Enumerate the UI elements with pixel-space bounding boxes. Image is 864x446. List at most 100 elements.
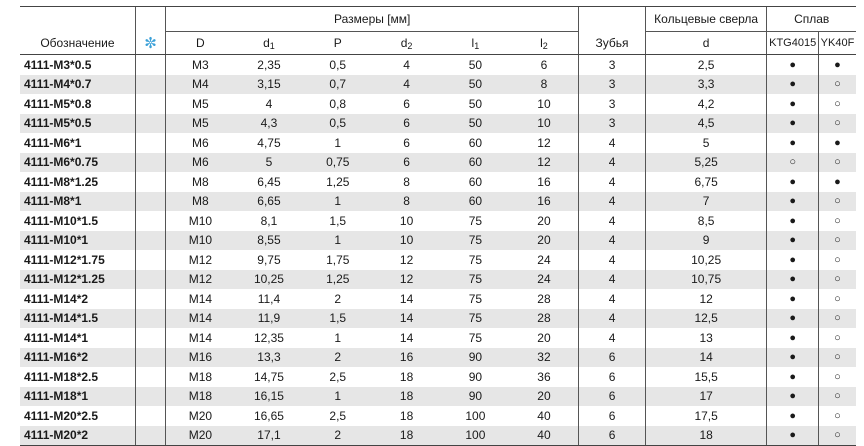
alloy-yk40f-mark: ○ xyxy=(817,289,856,309)
col-l2-cell: 28 xyxy=(537,291,551,306)
teeth-blank xyxy=(578,6,646,32)
col-D-cell: M5 xyxy=(165,113,235,133)
col-l1-cell: 75 xyxy=(468,330,483,345)
alloy-ktg4015-mark: ● xyxy=(766,289,819,309)
col-l2-cell: 10 xyxy=(537,96,551,111)
col-l2-cell: 20 xyxy=(537,330,551,345)
alloy-ktg4015-mark: ● xyxy=(766,328,819,348)
col-P-cell: 2,5 xyxy=(329,408,347,423)
col-d1-cell: 13,3 xyxy=(234,347,304,367)
col-l1-cell: 90 xyxy=(440,386,510,406)
table-row: 4111-M4*0.7 M4 3,15 0,7 4 50 8 3 3,3 ● ○ xyxy=(20,74,856,94)
alloy-ktg4015-mark: ● xyxy=(766,269,819,289)
col-D-cell: M6 xyxy=(165,152,235,172)
drill-d-cell: 10,75 xyxy=(644,269,767,289)
col-d2-cell: 18 xyxy=(399,369,414,384)
table-row: 4111-M12*1.75 M12 9,75 1,75 12 75 24 4 10,25 ● ○ xyxy=(20,250,856,270)
col-P-cell: 0,5 xyxy=(329,57,347,72)
col-D-cell: M5 xyxy=(165,94,235,114)
col-D-cell: M14 xyxy=(165,289,235,309)
star-cell xyxy=(134,406,166,426)
teeth-cell: 3 xyxy=(578,94,646,114)
col-P-cell: 1,5 xyxy=(303,308,373,328)
star-cell xyxy=(134,308,166,328)
col-l1-cell: 75 xyxy=(440,308,510,328)
table-row: 4111-M12*1.25 M12 10,25 1,25 12 75 24 4 10,75 ● ○ xyxy=(20,269,856,289)
alloy-yk40f-mark: ○ xyxy=(817,74,856,94)
col-l1-cell: 75 xyxy=(440,230,510,250)
col-P-cell: 0,75 xyxy=(303,152,373,172)
alloy-yk40f-mark: ● xyxy=(817,54,856,75)
table-row: 4111-M5*0.8 M5 4 0,8 6 50 10 3 4,2 ● ○ xyxy=(20,94,856,114)
table-row: 4111-M10*1 M10 8,55 1 10 75 20 4 9 ● ○ xyxy=(20,230,856,250)
star-cell xyxy=(134,250,166,270)
designation-cell: 4111-M8*1 xyxy=(20,191,136,211)
teeth-cell: 3 xyxy=(578,74,646,94)
designation-cell: 4111-M5*0.5 xyxy=(20,113,136,133)
drill-d-cell: 2,5 xyxy=(644,54,767,75)
designation-header: Обозначение xyxy=(20,31,136,55)
col-P-cell: 1,25 xyxy=(326,174,350,189)
col-D-cell: M3 xyxy=(165,54,235,75)
alloy-yk40f-mark: ○ xyxy=(817,367,856,387)
col-d2-cell: 18 xyxy=(399,408,414,423)
col-l1-cell: 50 xyxy=(440,74,510,94)
designation-cell: 4111-M4*0.7 xyxy=(20,74,136,94)
header-row-top: Размеры [мм] Кольцевые сверла Сплав xyxy=(20,6,856,32)
col-P-cell: 1,5 xyxy=(329,213,347,228)
col-d1-cell: 16,15 xyxy=(234,386,304,406)
header-blank xyxy=(20,6,136,32)
col-D-cell: M12 xyxy=(165,250,235,270)
col-d2-cell: 10 xyxy=(399,213,414,228)
alloy-ktg4015-mark: ● xyxy=(766,308,819,328)
designation-cell: 4111-M16*2 xyxy=(20,347,136,367)
teeth-cell: 4 xyxy=(578,152,646,172)
col-l2-cell: 6 xyxy=(540,57,548,72)
header-blank-star xyxy=(134,6,166,32)
col-l1-cell: 60 xyxy=(440,191,510,211)
star-cell xyxy=(134,94,166,114)
col-d2-cell: 6 xyxy=(372,152,441,172)
col-d2-cell: 18 xyxy=(372,386,441,406)
col-l1-cell: 90 xyxy=(440,347,510,367)
col-d1-cell: 4,3 xyxy=(234,113,304,133)
col-d2-cell: 14 xyxy=(399,291,414,306)
col-P-cell: 1,75 xyxy=(326,252,350,267)
alloy-yk40f-mark: ○ xyxy=(817,406,856,426)
drill-d-cell: 9 xyxy=(644,230,767,250)
col-l1-cell: 100 xyxy=(465,408,486,423)
table-row: 4111-M20*2.5 M20 16,65 2,5 18 100 40 6 17,5 ● ○ xyxy=(20,406,856,426)
col-d1-cell: 3,15 xyxy=(234,74,304,94)
alloy-ktg4015-mark: ● xyxy=(766,191,819,211)
table-row: 4111-M3*0.5 M3 2,35 0,5 4 50 6 3 2,5 ● ● xyxy=(20,54,856,75)
teeth-cell: 4 xyxy=(578,269,646,289)
col-D-cell: M20 xyxy=(165,406,235,426)
star-cell xyxy=(134,172,166,192)
table-row: 4111-M16*2 M16 13,3 2 16 90 32 6 14 ● ○ xyxy=(20,347,856,367)
col-d1-cell: 4,75 xyxy=(257,135,281,150)
col-P-cell: 1 xyxy=(303,230,373,250)
col-d1-cell: 8,1 xyxy=(260,213,278,228)
col-l2-cell: 28 xyxy=(509,308,579,328)
col-l2-cell: 16 xyxy=(509,191,579,211)
drill-d-cell: 8,5 xyxy=(644,211,767,231)
drill-d-cell: 3,3 xyxy=(644,74,767,94)
col-P-cell: 0,7 xyxy=(303,74,373,94)
col-d2-cell: 6 xyxy=(403,96,410,111)
col-P-cell: 1 xyxy=(334,135,342,150)
col-l2-cell: 20 xyxy=(509,386,579,406)
col-D-cell: M8 xyxy=(165,172,235,192)
alloy-yk40f-mark: ○ xyxy=(817,347,856,367)
table-row: 4111-M6*1 M6 4,75 1 6 60 12 4 5 ● ● xyxy=(20,133,856,153)
star-cell xyxy=(134,386,166,406)
designation-cell: 4111-M14*1.5 xyxy=(20,308,136,328)
alloy-ktg4015-mark: ● xyxy=(766,54,819,75)
col-D-cell: M14 xyxy=(165,328,235,348)
designation-cell: 4111-M6*0.75 xyxy=(20,152,136,172)
col-l1-cell: 50 xyxy=(468,57,483,72)
col-P-cell: 2,5 xyxy=(329,369,347,384)
teeth-cell: 4 xyxy=(578,308,646,328)
col-P-cell: 0,5 xyxy=(303,113,373,133)
star-cell xyxy=(134,133,166,153)
alloy-yk40f-mark: ● xyxy=(817,133,856,153)
